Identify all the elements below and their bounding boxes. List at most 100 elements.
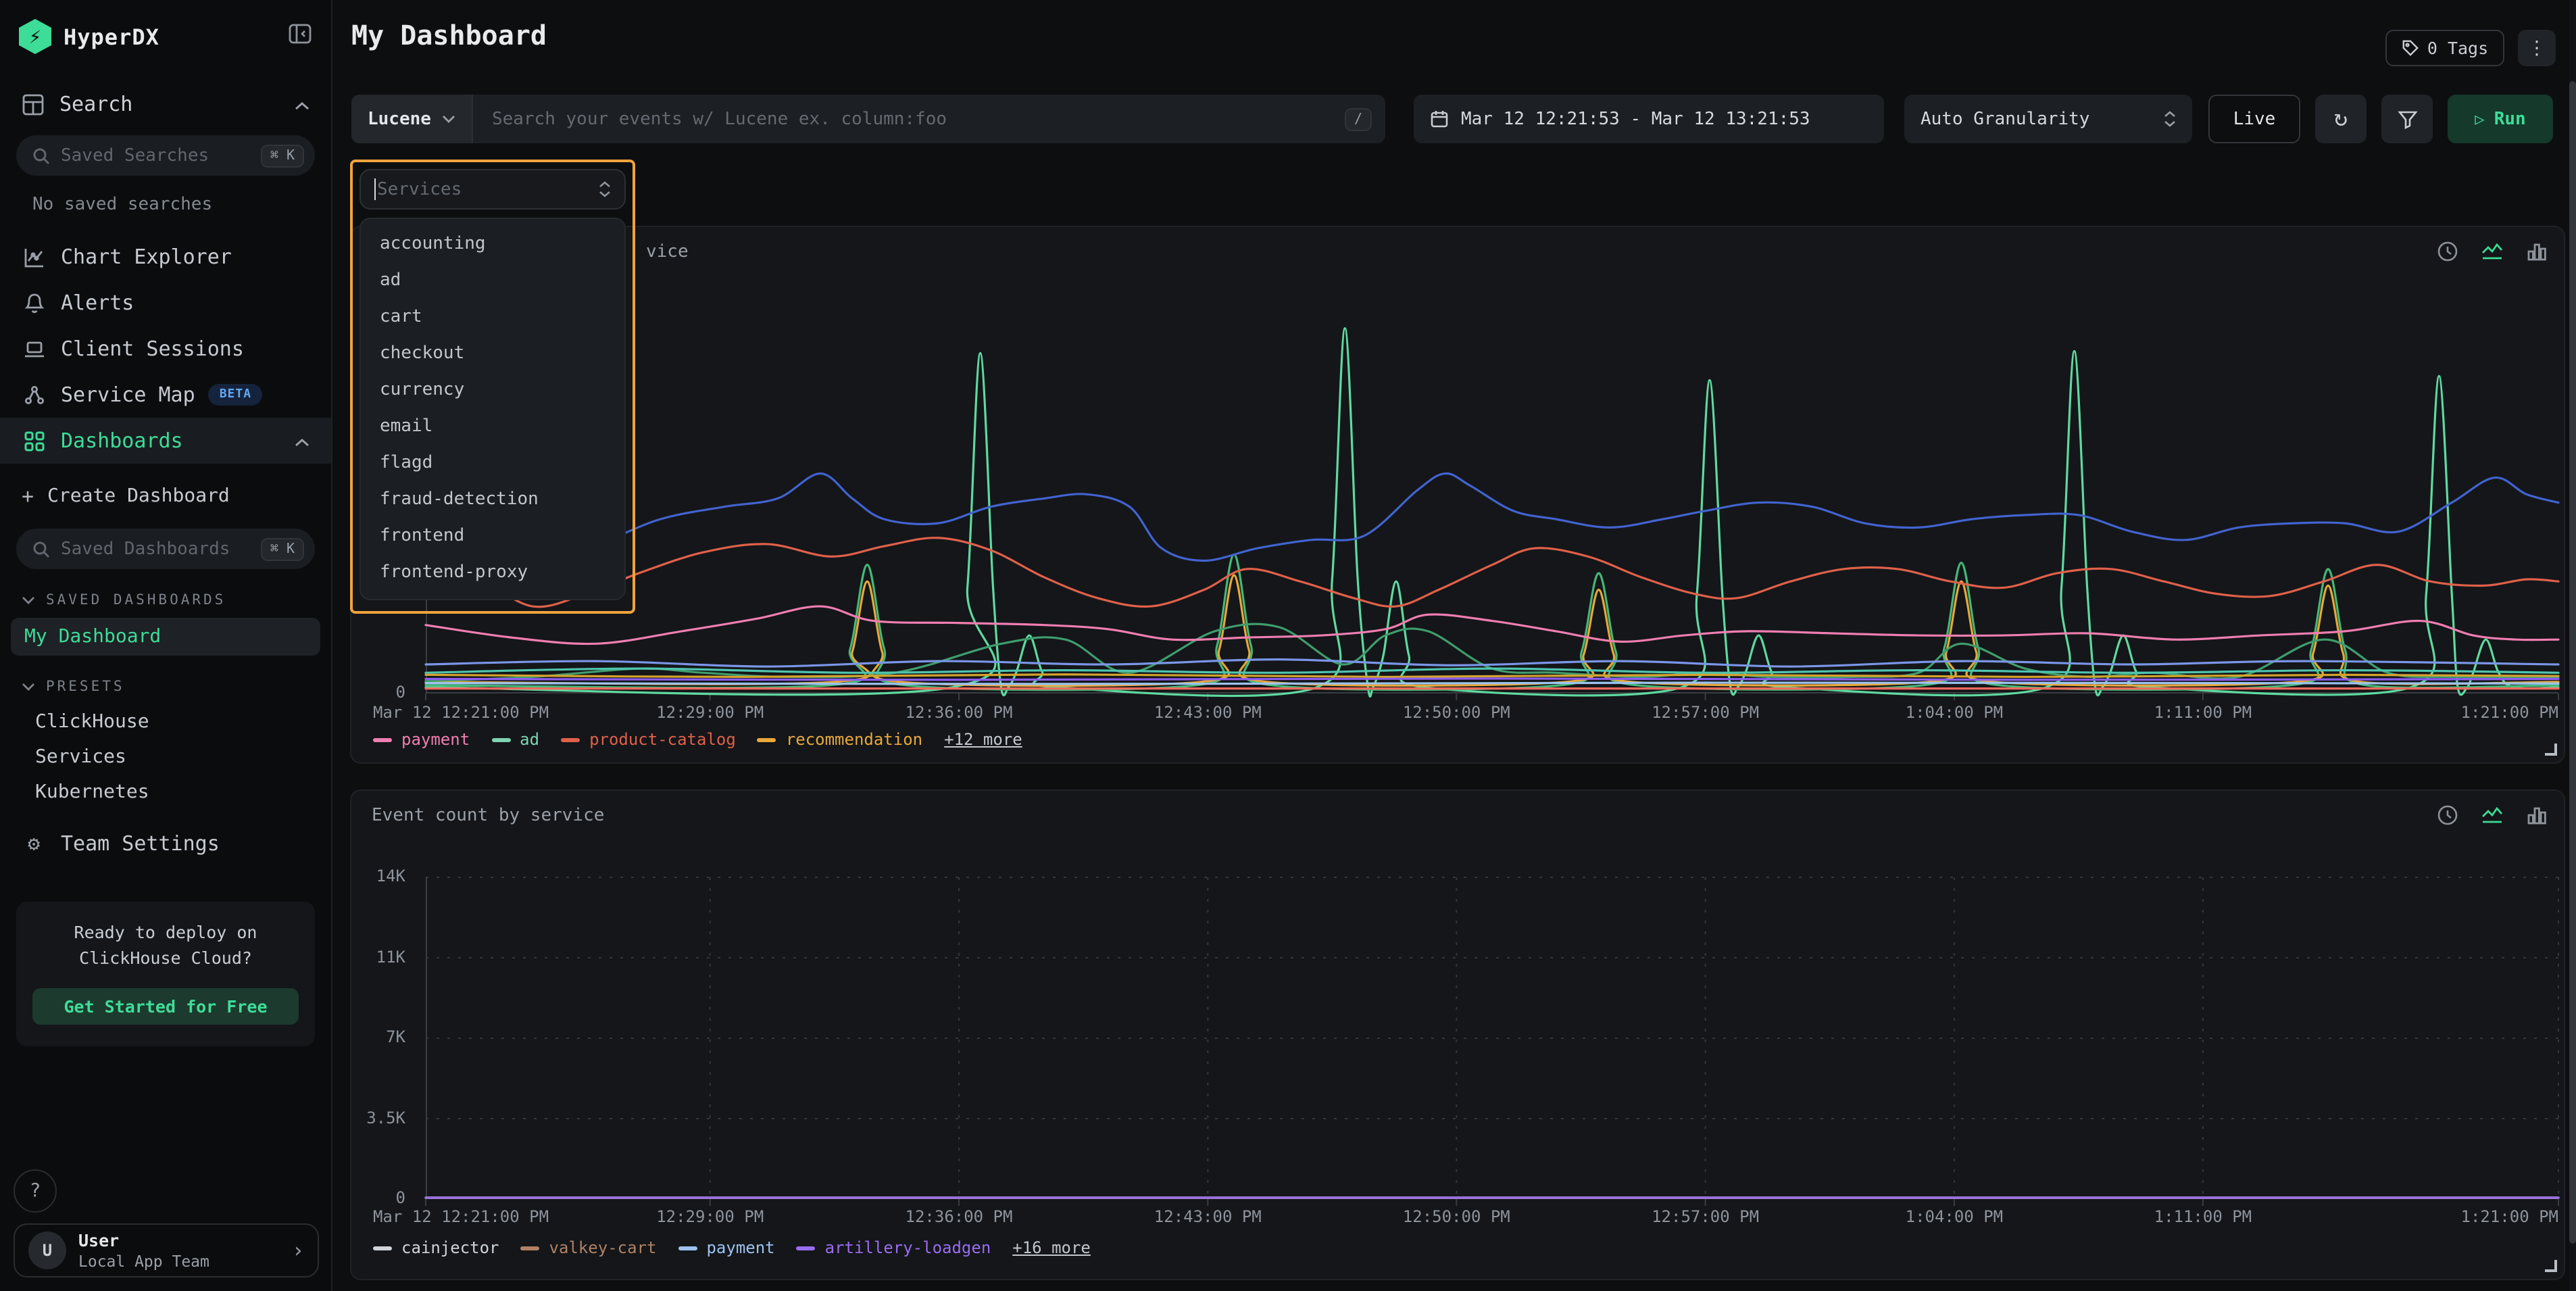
- run-button[interactable]: ▷ Run: [2448, 95, 2553, 143]
- sidebar-item-clickhouse[interactable]: ClickHouse: [0, 704, 331, 739]
- page-title: My Dashboard: [351, 19, 547, 51]
- chart-controls: [2437, 241, 2548, 262]
- event-search-input[interactable]: Lucene Search your events w/ Lucene ex. …: [351, 95, 1385, 143]
- create-dashboard-button[interactable]: + Create Dashboard: [0, 474, 331, 518]
- line-chart-icon[interactable]: [2480, 241, 2504, 262]
- legend-item[interactable]: valkey-cart: [520, 1238, 656, 1257]
- clock-icon[interactable]: [2437, 804, 2458, 826]
- sidebar-item-search[interactable]: Search: [0, 84, 331, 124]
- sidebar-collapse-icon[interactable]: [288, 22, 312, 51]
- dropdown-option[interactable]: accounting: [380, 234, 486, 254]
- dropdown-option[interactable]: cart: [380, 307, 422, 327]
- legend-item[interactable]: product-catalog: [561, 730, 736, 749]
- sidebar-item-client-sessions[interactable]: Client Sessions: [0, 326, 331, 372]
- filter-button[interactable]: [2381, 95, 2433, 143]
- nav-label: Client Sessions: [61, 337, 244, 361]
- dropdown-option[interactable]: checkout: [380, 343, 465, 364]
- line-chart-icon[interactable]: [2480, 804, 2504, 826]
- bar-chart-icon[interactable]: [2526, 241, 2548, 262]
- refresh-icon: ↻: [2333, 105, 2348, 132]
- legend-swatch: [520, 1246, 540, 1250]
- chart2-plot[interactable]: [424, 877, 2560, 1206]
- sidebar-item-chart-explorer[interactable]: Chart Explorer: [0, 234, 331, 280]
- help-button[interactable]: ?: [14, 1169, 57, 1213]
- chart1-plot[interactable]: [424, 278, 2560, 700]
- legend-item[interactable]: artillery-loadgen: [796, 1238, 991, 1257]
- dropdown-option[interactable]: email: [380, 416, 433, 437]
- chart1-legend: payment ad product-catalog recommendation +1…: [373, 730, 1022, 749]
- series-unlabeled-blue: [424, 472, 2560, 562]
- legend-item[interactable]: payment: [373, 730, 470, 749]
- more-menu-button[interactable]: ⋮: [2518, 30, 2556, 66]
- preset-label: ClickHouse: [35, 711, 149, 733]
- play-icon: ▷: [2475, 109, 2485, 128]
- dropdown-option[interactable]: frontend: [380, 526, 465, 546]
- series-unlabeled-green: [424, 553, 2560, 691]
- chevron-up-icon[interactable]: [295, 429, 309, 453]
- series-ad: [424, 327, 2560, 698]
- sidebar-item-services[interactable]: Services: [0, 739, 331, 775]
- dropdown-option[interactable]: currency: [380, 380, 465, 400]
- sidebar-item-kubernetes[interactable]: Kubernetes: [0, 775, 331, 810]
- legend-item[interactable]: cainjector: [373, 1238, 499, 1257]
- dropdown-option[interactable]: fraud-detection: [380, 489, 539, 510]
- legend-label: product-catalog: [589, 730, 736, 749]
- x-tick-label: 12:50:00 PM: [1402, 703, 1510, 722]
- chevron-down-icon: [22, 592, 35, 608]
- dropdown-option[interactable]: ad: [380, 270, 401, 291]
- bar-chart-icon[interactable]: [2526, 804, 2548, 826]
- refresh-button[interactable]: ↻: [2315, 95, 2367, 143]
- legend-item[interactable]: recommendation: [757, 730, 922, 749]
- granularity-select[interactable]: Auto Granularity: [1904, 95, 2192, 143]
- x-tick-label: 12:43:00 PM: [1154, 703, 1262, 722]
- resize-handle-icon[interactable]: [2545, 744, 2557, 756]
- create-dashboard-label: Create Dashboard: [47, 485, 230, 507]
- nav-label: Service Map: [61, 383, 195, 407]
- resize-handle-icon[interactable]: [2545, 1260, 2557, 1272]
- x-tick-label: Mar 12 12:21:00 PM: [372, 703, 549, 722]
- nav-label: Team Settings: [61, 831, 220, 856]
- clock-icon[interactable]: [2437, 241, 2458, 262]
- chevron-up-icon[interactable]: [295, 92, 309, 116]
- presets-header[interactable]: PRESETS: [0, 669, 331, 704]
- legend-swatch: [678, 1246, 697, 1250]
- sidebar-item-service-map[interactable]: Service Map BETA: [0, 372, 331, 418]
- services-filter-input[interactable]: Services: [360, 169, 626, 210]
- updown-chevrons-icon: [2164, 111, 2176, 127]
- get-started-button[interactable]: Get Started for Free: [32, 988, 299, 1024]
- sidebar-item-alerts[interactable]: Alerts: [0, 280, 331, 326]
- scrollbar-thumb[interactable]: [2569, 81, 2576, 1244]
- legend-more-link[interactable]: +12 more: [944, 730, 1022, 749]
- legend-item[interactable]: ad: [491, 730, 539, 749]
- user-menu[interactable]: U User Local App Team ›: [14, 1223, 319, 1277]
- saved-dashboards-header[interactable]: SAVED DASHBOARDS: [0, 583, 331, 618]
- page-scrollbar[interactable]: [2569, 0, 2576, 1291]
- sidebar-item-dashboards[interactable]: Dashboards: [0, 418, 331, 464]
- services-placeholder: Services: [377, 179, 462, 199]
- x-tick-label: 12:36:00 PM: [905, 703, 1013, 722]
- live-button[interactable]: Live: [2208, 95, 2300, 143]
- sidebar-item-team-settings[interactable]: ⚙ Team Settings: [0, 821, 331, 867]
- tags-label: 0 Tags: [2427, 38, 2489, 58]
- date-range-picker[interactable]: Mar 12 12:21:53 - Mar 12 13:21:53: [1414, 95, 1884, 143]
- preset-label: Kubernetes: [35, 781, 149, 803]
- legend-item[interactable]: payment: [678, 1238, 775, 1257]
- preset-label: Services: [35, 746, 126, 768]
- sidebar-item-my-dashboard[interactable]: My Dashboard: [11, 618, 320, 656]
- sidebar: ⚡ HyperDX Search Saved Searches ⌘ K No s…: [0, 0, 332, 1291]
- laptop-icon: [22, 337, 46, 361]
- tags-button[interactable]: 0 Tags: [2385, 30, 2504, 66]
- hyperdx-logo-icon: ⚡: [19, 19, 51, 54]
- dropdown-option[interactable]: flagd: [380, 453, 433, 473]
- search-language-select[interactable]: Lucene: [351, 95, 473, 143]
- legend-more-link[interactable]: +16 more: [1012, 1238, 1091, 1257]
- services-filter-dropdown: Services accounting ad cart checkout currenc…: [350, 160, 635, 614]
- y-axis-labels: 0: [351, 278, 416, 702]
- dropdown-option[interactable]: load-generator: [361, 591, 624, 599]
- no-saved-searches-note: No saved searches: [32, 195, 213, 215]
- saved-searches-input[interactable]: Saved Searches ⌘ K: [16, 135, 315, 176]
- dropdown-option[interactable]: frontend-proxy: [380, 562, 528, 583]
- legend-swatch: [796, 1246, 816, 1250]
- saved-dashboards-input[interactable]: Saved Dashboards ⌘ K: [16, 529, 315, 569]
- series-unlabeled-teal: [424, 667, 2560, 674]
